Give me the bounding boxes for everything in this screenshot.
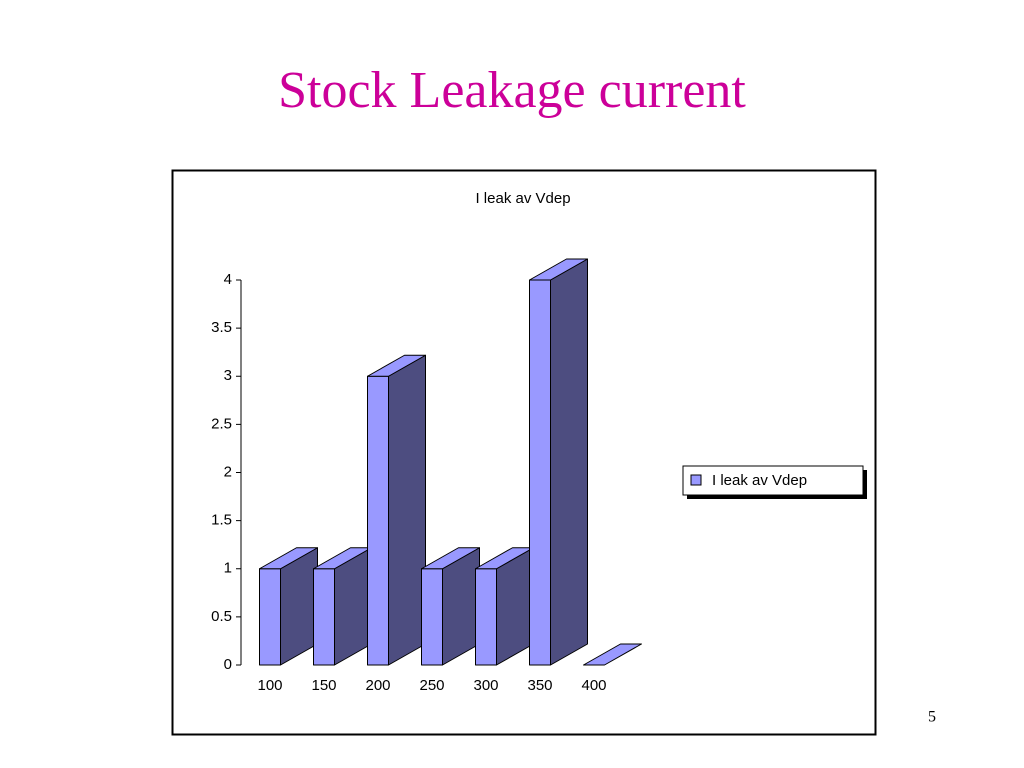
bar (475, 568, 497, 666)
bar (529, 279, 551, 666)
bar (259, 568, 281, 666)
bar-top (421, 547, 480, 570)
bar-top (583, 643, 642, 666)
y-tick-label: 1 (224, 560, 232, 577)
x-tick-label: 100 (257, 677, 282, 694)
bar-side (388, 354, 426, 666)
bar-top (367, 354, 426, 377)
x-tick-label: 400 (581, 677, 606, 694)
x-tick-label: 200 (365, 677, 390, 694)
y-tick-label: 1.5 (211, 512, 232, 529)
y-tick-label: 4 (224, 271, 232, 288)
legend-box (682, 465, 864, 496)
x-tick-label: 300 (473, 677, 498, 694)
y-tick-label: 0.5 (211, 608, 232, 625)
page-number: 5 (928, 709, 936, 726)
bar-top (259, 547, 318, 570)
bar-top (529, 258, 588, 281)
bar (367, 375, 389, 666)
slide-title: Stock Leakage current (278, 62, 746, 119)
bar (313, 568, 335, 666)
bar-side (550, 258, 588, 666)
y-tick-label: 3.5 (211, 319, 232, 336)
legend-swatch (690, 474, 702, 486)
legend-label: I leak av Vdep (712, 472, 807, 489)
y-tick-label: 2 (224, 463, 232, 480)
x-tick-label: 250 (419, 677, 444, 694)
y-tick-label: 0 (224, 656, 232, 673)
x-tick-label: 350 (527, 677, 552, 694)
chart-title: I leak av Vdep (475, 190, 570, 207)
bar (421, 568, 443, 666)
y-tick-label: 3 (224, 367, 232, 384)
x-tick-label: 150 (311, 677, 336, 694)
y-tick-label: 2.5 (211, 415, 232, 432)
